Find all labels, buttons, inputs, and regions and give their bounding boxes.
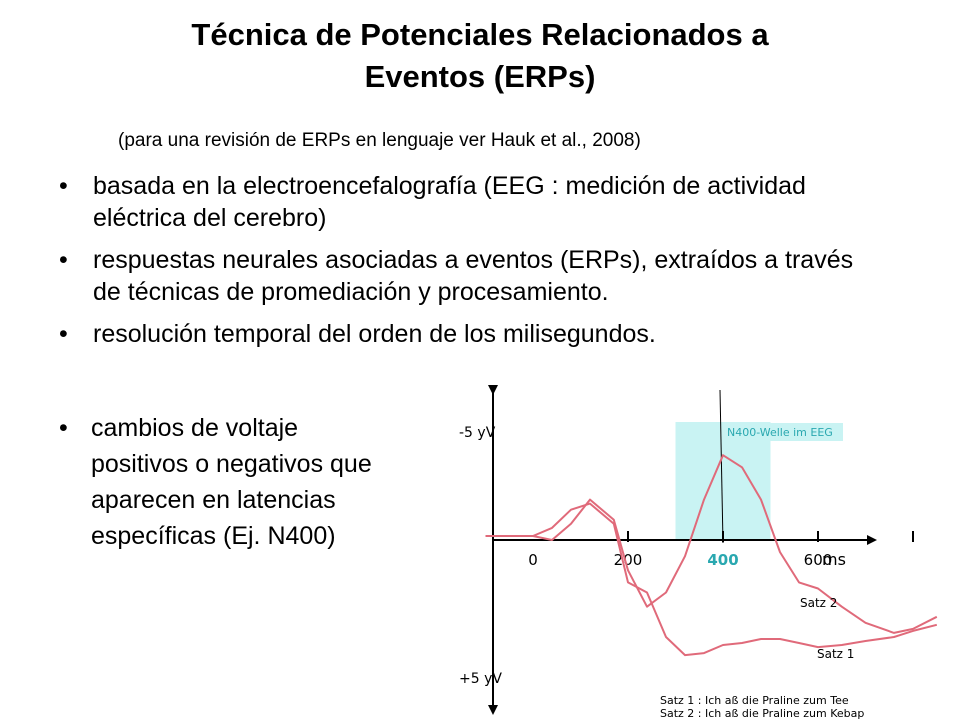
- legend-entry: Satz 1 : Ich aß die Praline zum Tee: [660, 694, 849, 707]
- n400-label: N400-Welle im EEG: [727, 426, 833, 439]
- x-tick-label: 400: [707, 551, 738, 569]
- bullet-text-line: positivos o negativos que: [91, 450, 372, 478]
- bullet-dot: •: [59, 172, 68, 200]
- series-label: Satz 2: [800, 596, 837, 610]
- bullet-list: • basada en la electroencefalografía (EE…: [55, 170, 885, 360]
- peak-marker-line: [719, 389, 724, 544]
- bullet-text-line: cambios de voltaje: [91, 414, 299, 442]
- y-axis-top-label: -5 yV: [459, 425, 496, 441]
- bullet-item: • respuestas neurales asociadas a evento…: [55, 244, 885, 308]
- x-tick-label: 200: [614, 551, 643, 569]
- series-label: Satz 1: [817, 647, 854, 661]
- bullet-item: • resolución temporal del orden de los m…: [55, 318, 885, 350]
- x-tick-label: 600: [804, 551, 833, 569]
- erp-chart: N400-Welle im EEG 0 200 400 600 Satz 2 Satz …: [459, 385, 938, 720]
- x-axis-label: ms: [822, 550, 846, 569]
- legend-entry: Satz 2 : Ich aß die Praline zum Kebap: [660, 707, 864, 720]
- bullet-text: resolución temporal del orden de los mil…: [93, 320, 656, 348]
- bullet-text: basada en la electroencefalografía (EEG …: [93, 172, 806, 232]
- bullet-item: • cambios de voltaje positivos o negativ…: [55, 410, 455, 554]
- bullet-list-secondary: • cambios de voltaje positivos o negativ…: [55, 410, 455, 564]
- slide-title: Técnica de Potenciales Relacionados a Ev…: [0, 14, 960, 98]
- subtitle: (para una revisión de ERPs en lenguaje v…: [118, 130, 641, 151]
- series-line: [485, 502, 938, 657]
- bullet-text-line: aparecen en latencias: [91, 486, 336, 514]
- n400-label-box: N400-Welle im EEG: [723, 423, 843, 441]
- series-line: [485, 454, 938, 634]
- bullet-dot: •: [59, 320, 68, 348]
- bullet-dot: •: [59, 414, 68, 442]
- bullet-text: respuestas neurales asociadas a eventos …: [93, 246, 854, 306]
- title-line-1: Técnica de Potenciales Relacionados a: [191, 17, 769, 52]
- x-tick-label: 0: [528, 551, 538, 569]
- y-axis-bottom-label: +5 yV: [459, 671, 502, 687]
- bullet-item: • basada en la electroencefalografía (EE…: [55, 170, 885, 234]
- title-line-2: Eventos (ERPs): [364, 59, 596, 94]
- bullet-dot: •: [59, 246, 68, 274]
- bullet-text-line: específicas (Ej. N400): [91, 522, 336, 550]
